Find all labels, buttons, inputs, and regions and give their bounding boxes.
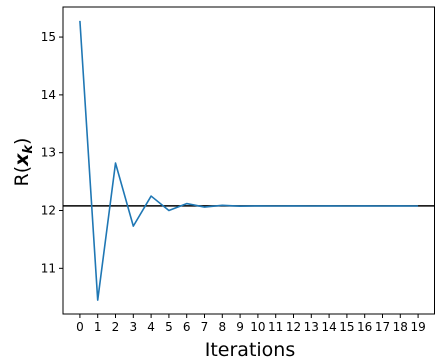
x-tick-label: 11 [268, 320, 283, 334]
x-tick-label: 0 [76, 320, 84, 334]
x-tick-label: 6 [183, 320, 191, 334]
plot-area [63, 20, 435, 301]
x-tick-label: 17 [375, 320, 390, 334]
x-tick-label: 12 [286, 320, 301, 334]
x-tick-label: 9 [236, 320, 244, 334]
x-tick-label: 1 [94, 320, 102, 334]
x-tick-label: 4 [147, 320, 155, 334]
x-tick-label: 14 [321, 320, 336, 334]
x-tick-label: 13 [304, 320, 319, 334]
x-tick-label: 18 [393, 320, 408, 334]
x-tick-label: 16 [357, 320, 372, 334]
y-tick-label: 12 [41, 204, 56, 218]
x-tick-label: 3 [129, 320, 137, 334]
x-tick-label: 2 [112, 320, 120, 334]
x-tick-label: 8 [218, 320, 226, 334]
x-tick-label: 19 [410, 320, 425, 334]
series-line-0 [79, 20, 419, 301]
y-tick-label: 14 [41, 88, 56, 102]
y-axis-label: R(xk) [11, 138, 36, 187]
x-tick-label: 7 [201, 320, 209, 334]
y-tick-label: 15 [41, 30, 56, 44]
x-axis-label: Iterations [205, 339, 296, 359]
y-tick-label: 13 [41, 146, 56, 160]
x-tick-label: 10 [250, 320, 265, 334]
x-tick-label: 15 [339, 320, 354, 334]
y-tick-label: 11 [41, 261, 56, 275]
x-tick-label: 5 [165, 320, 173, 334]
